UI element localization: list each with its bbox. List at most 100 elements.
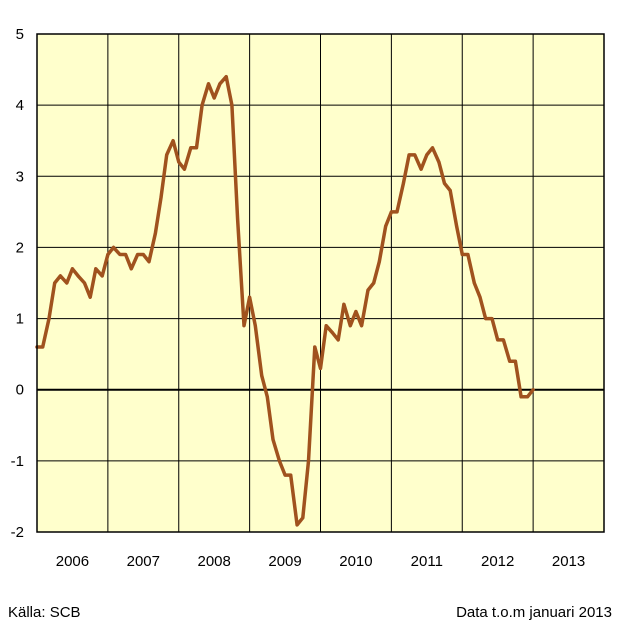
data-point bbox=[283, 473, 287, 477]
data-point bbox=[501, 338, 505, 342]
data-point bbox=[118, 253, 122, 257]
data-point bbox=[519, 395, 523, 399]
data-point bbox=[525, 395, 529, 399]
y-tick-label: 2 bbox=[16, 239, 24, 256]
data-point bbox=[372, 281, 376, 285]
data-point bbox=[70, 267, 74, 271]
data-point bbox=[182, 167, 186, 171]
data-point bbox=[260, 373, 264, 377]
vertical-gridlines bbox=[107, 34, 534, 532]
y-tick-label: -1 bbox=[11, 453, 24, 470]
y-tick-label: 0 bbox=[16, 382, 24, 399]
data-point bbox=[171, 139, 175, 143]
data-point bbox=[94, 267, 98, 271]
data-point bbox=[389, 210, 393, 214]
x-tick-label: 2013 bbox=[552, 553, 585, 570]
data-point bbox=[531, 388, 535, 392]
data-point bbox=[65, 281, 69, 285]
data-point bbox=[159, 196, 163, 200]
data-point bbox=[407, 153, 411, 157]
data-point bbox=[413, 153, 417, 157]
data-point bbox=[342, 302, 346, 306]
data-point bbox=[218, 82, 222, 86]
data-point bbox=[354, 309, 358, 313]
data-point bbox=[460, 253, 464, 257]
data-point bbox=[377, 260, 381, 264]
x-tick-label: 2009 bbox=[268, 553, 301, 570]
data-point bbox=[136, 253, 140, 257]
x-tick-label: 2008 bbox=[198, 553, 231, 570]
x-tick-label: 2006 bbox=[56, 553, 89, 570]
data-point bbox=[253, 324, 257, 328]
data-point bbox=[82, 281, 86, 285]
data-point bbox=[112, 245, 116, 249]
data-point bbox=[490, 317, 494, 321]
data-point bbox=[47, 317, 51, 321]
series-points bbox=[35, 75, 535, 527]
y-tick-label: -2 bbox=[11, 524, 24, 541]
y-axis-tick-labels: 5 4 3 2 1 0 -1 -2 bbox=[11, 26, 24, 541]
data-point bbox=[141, 253, 145, 257]
data-point bbox=[76, 274, 80, 278]
data-point bbox=[153, 231, 157, 235]
data-point bbox=[430, 146, 434, 150]
data-point bbox=[478, 295, 482, 299]
data-point bbox=[207, 82, 211, 86]
x-tick-label: 2010 bbox=[339, 553, 372, 570]
x-tick-label: 2012 bbox=[481, 553, 514, 570]
y-tick-label: 4 bbox=[16, 97, 24, 114]
data-point bbox=[236, 217, 240, 221]
data-point bbox=[313, 345, 317, 349]
y-tick-label: 1 bbox=[16, 311, 24, 328]
data-point bbox=[88, 295, 92, 299]
data-point bbox=[265, 395, 269, 399]
data-point bbox=[242, 324, 246, 328]
data-point bbox=[384, 224, 388, 228]
data-point bbox=[484, 317, 488, 321]
data-point bbox=[100, 274, 104, 278]
data-point bbox=[295, 523, 299, 527]
x-tick-label: 2011 bbox=[411, 553, 443, 570]
data-point bbox=[41, 345, 45, 349]
data-point bbox=[106, 253, 110, 257]
data-point bbox=[189, 146, 193, 150]
x-tick-label: 2007 bbox=[127, 553, 160, 570]
data-point bbox=[443, 181, 447, 185]
data-point bbox=[472, 281, 476, 285]
data-point bbox=[508, 359, 512, 363]
data-point bbox=[348, 324, 352, 328]
data-point bbox=[401, 181, 405, 185]
data-point bbox=[306, 459, 310, 463]
data-point bbox=[271, 438, 275, 442]
data-point bbox=[419, 167, 423, 171]
data-point bbox=[425, 153, 429, 157]
data-point bbox=[466, 253, 470, 257]
data-point bbox=[496, 338, 500, 342]
data-point bbox=[58, 274, 62, 278]
data-point bbox=[437, 160, 441, 164]
source-label: Källa: SCB bbox=[8, 604, 81, 621]
data-point bbox=[129, 267, 133, 271]
data-point bbox=[230, 103, 234, 107]
data-note: Data t.o.m januari 2013 bbox=[456, 604, 612, 621]
data-point bbox=[289, 473, 293, 477]
data-point bbox=[248, 295, 252, 299]
data-point bbox=[177, 160, 181, 164]
data-point bbox=[455, 224, 459, 228]
data-point bbox=[324, 324, 328, 328]
data-point bbox=[224, 75, 228, 79]
data-point bbox=[366, 288, 370, 292]
data-point bbox=[194, 146, 198, 150]
data-point bbox=[360, 324, 364, 328]
horizontal-gridlines bbox=[37, 104, 604, 462]
plot-border bbox=[36, 33, 605, 533]
data-point bbox=[448, 189, 452, 193]
data-point bbox=[124, 253, 128, 257]
data-point bbox=[301, 516, 305, 520]
data-point bbox=[212, 96, 216, 100]
data-point bbox=[165, 153, 169, 157]
data-point bbox=[319, 366, 322, 370]
x-axis-tick-labels: 2006 2007 2008 2009 2010 2011 2012 2013 bbox=[56, 553, 586, 570]
data-point bbox=[331, 331, 335, 335]
